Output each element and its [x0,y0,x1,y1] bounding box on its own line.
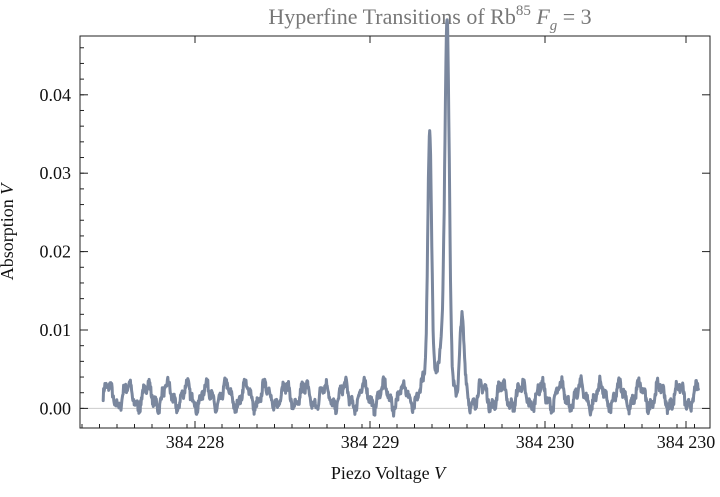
x-axis-label: Piezo Voltage V [331,463,447,483]
x-tick-label: 384 230 [516,432,575,452]
chart-title: Hyperfine Transitions of Rb85 Fg = 3 [268,3,591,34]
absorption-series-line [101,18,700,418]
x-axis-ticks: 384 228 384 229 384 230 384 230 [81,36,716,452]
x-axis-label-var: V [434,463,447,483]
chart-title-var: F [535,4,550,29]
y-tick-label: 0.04 [40,85,72,105]
chart-title-suffix: = 3 [563,4,592,29]
chart-title-sup: 85 [516,3,531,19]
chart-title-sub: g [550,18,558,34]
y-axis-ticks: 0.00 0.01 0.02 0.03 0.04 [40,47,710,418]
y-tick-label: 0.00 [40,398,72,418]
x-tick-label: 384 229 [341,432,400,452]
y-tick-label: 0.01 [40,320,72,340]
y-axis-label: Absorption V [0,182,17,281]
chart-title-main: Hyperfine Transitions of Rb [268,4,516,29]
y-tick-label: 0.03 [40,163,72,183]
x-tick-label: 384 228 [166,432,225,452]
plot-frame [79,35,711,429]
x-tick-label: 384 230 [657,432,716,452]
y-axis-label-main: Absorption [0,199,17,280]
x-axis-label-main: Piezo Voltage [331,463,430,483]
y-axis-label-var: V [0,182,17,195]
y-tick-label: 0.02 [40,242,72,262]
